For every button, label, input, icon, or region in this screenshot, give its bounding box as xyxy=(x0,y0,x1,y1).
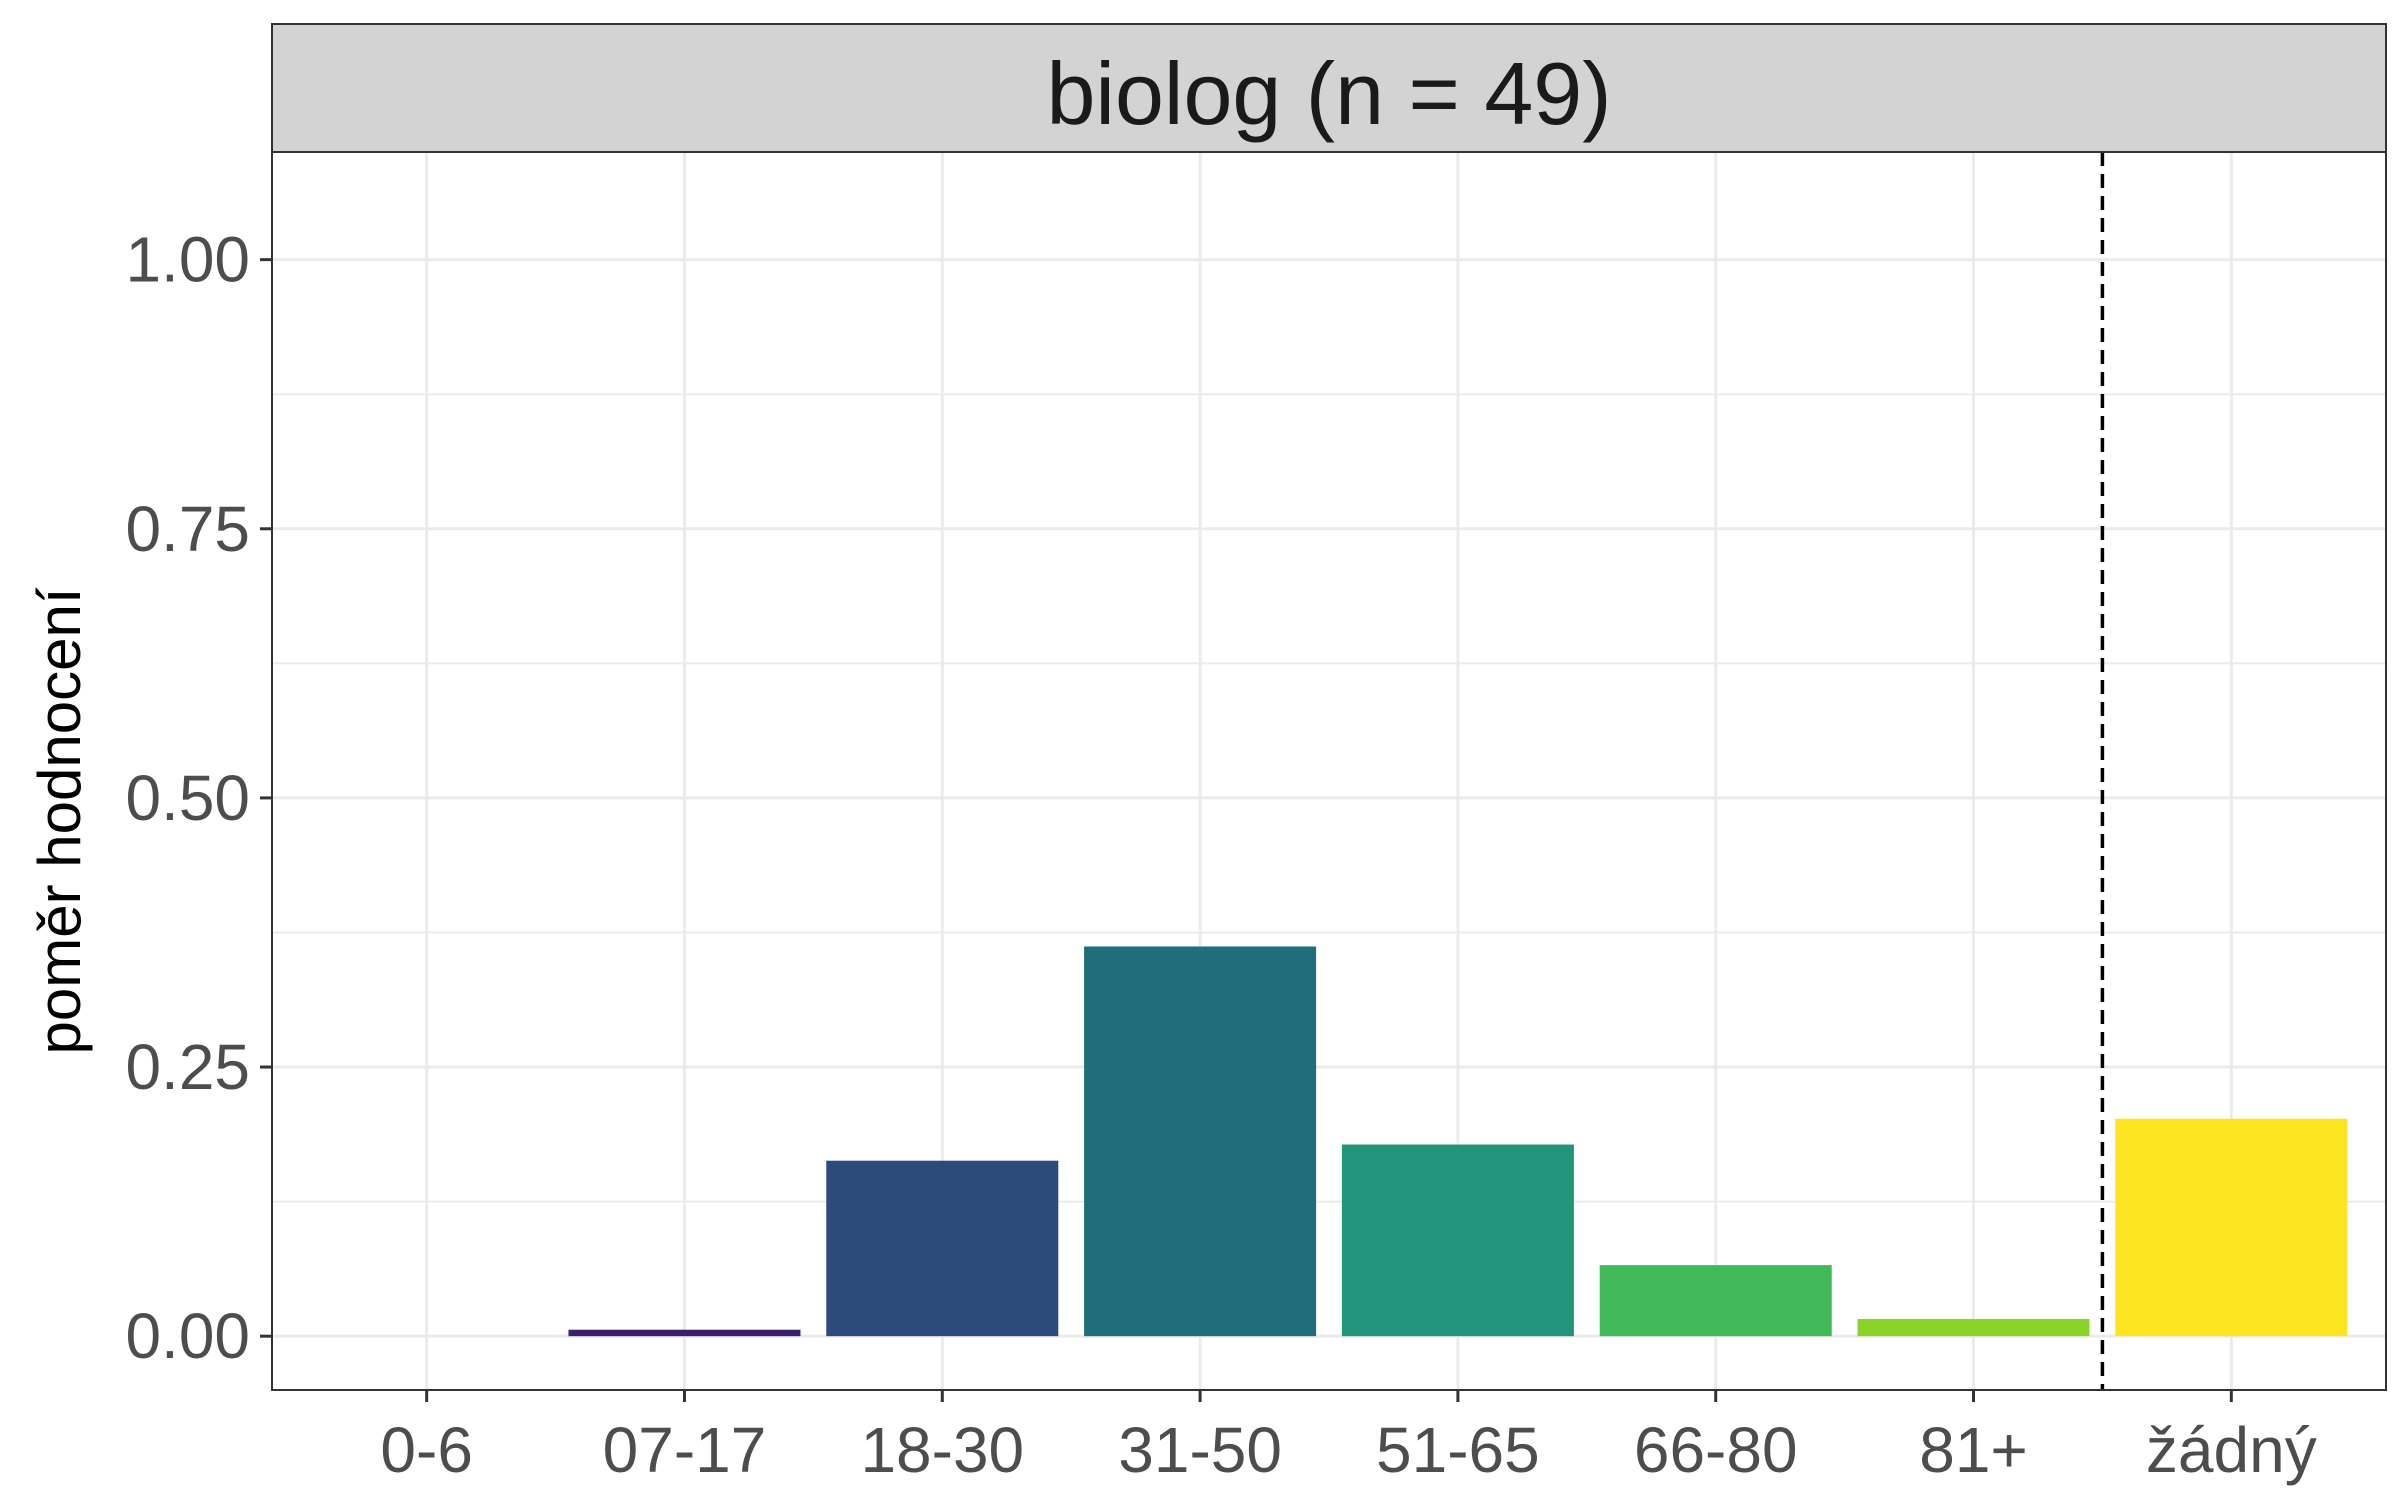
panel-border xyxy=(271,151,2387,1391)
bar-81+ xyxy=(1857,1318,2090,1337)
bar-layer xyxy=(568,946,2348,1337)
bar-51-65 xyxy=(1341,1144,1574,1337)
y-tick-label: 0.75 xyxy=(125,493,250,565)
bar-18-30 xyxy=(826,1160,1059,1337)
x-tick-label: žádný xyxy=(2146,1414,2317,1486)
x-tick-label: 31-50 xyxy=(1118,1414,1282,1486)
y-axis: 0.00 0.25 0.50 0.75 1.00 xyxy=(125,224,272,1372)
facet-strip xyxy=(271,23,2387,153)
y-tick-label: 0.00 xyxy=(125,1300,250,1372)
grid-layer xyxy=(272,152,2386,1390)
y-axis-label: poměr hodnocení xyxy=(26,587,93,1054)
bar-31-50 xyxy=(1084,946,1317,1337)
x-axis: 0-6 07-17 18-30 31-50 51-65 66-80 81+ žádný xyxy=(380,1390,2317,1486)
x-tick-label: 81+ xyxy=(1919,1414,2028,1486)
bar-66-80 xyxy=(1599,1265,1832,1337)
y-tick-label: 1.00 xyxy=(125,224,250,296)
x-tick-label: 0-6 xyxy=(380,1414,473,1486)
y-tick-label: 0.50 xyxy=(125,762,250,834)
x-tick-label: 66-80 xyxy=(1634,1414,1798,1486)
bar-07-17 xyxy=(568,1329,801,1337)
x-tick-label: 51-65 xyxy=(1376,1414,1540,1486)
x-tick-label: 07-17 xyxy=(603,1414,767,1486)
x-tick-label: 18-30 xyxy=(860,1414,1024,1486)
bar-žádný xyxy=(2115,1118,2348,1337)
facet-title: biolog (n = 49) xyxy=(1046,44,1611,143)
y-tick-label: 0.25 xyxy=(125,1031,250,1103)
